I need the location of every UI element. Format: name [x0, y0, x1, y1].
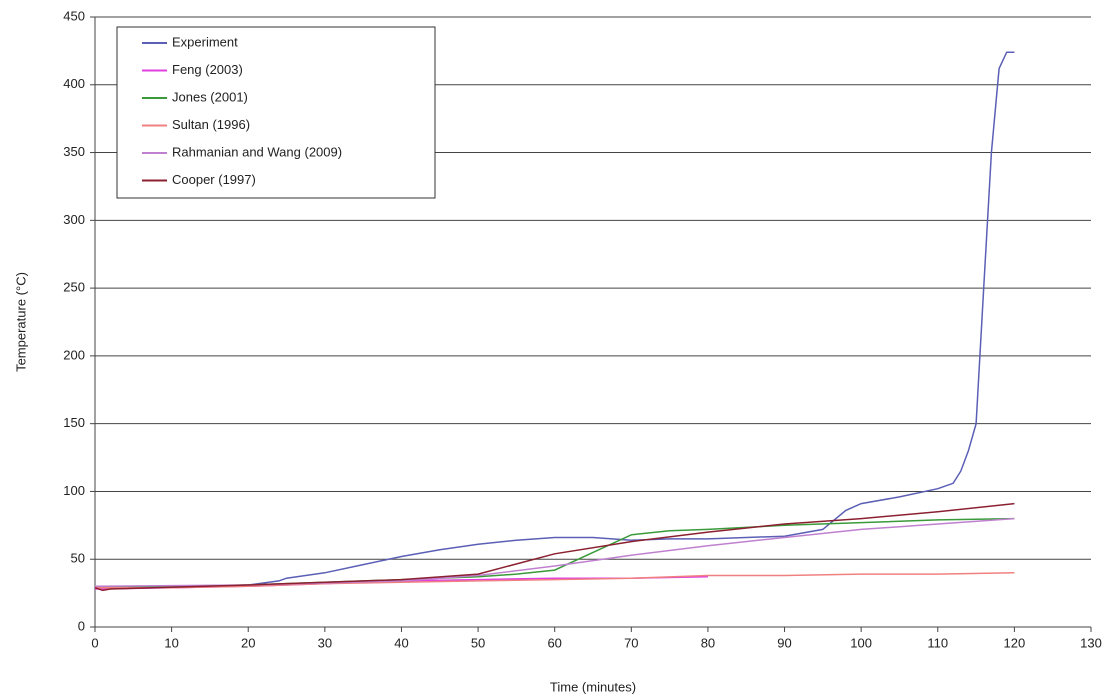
series-line — [95, 519, 1014, 587]
x-tick-label: 0 — [91, 635, 98, 650]
y-tick-label: 100 — [63, 483, 85, 498]
legend-label: Feng (2003) — [172, 62, 243, 77]
legend-label: Rahmanian and Wang (2009) — [172, 144, 342, 159]
chart: Time (minutes) Temperature (°C) 05010015… — [0, 0, 1112, 698]
x-tick-label: 10 — [164, 635, 178, 650]
y-tick-label: 150 — [63, 415, 85, 430]
y-axis-title: Temperature (°C) — [13, 272, 28, 372]
y-tick-label: 450 — [63, 8, 85, 23]
legend-label: Experiment — [172, 34, 238, 49]
x-tick-label: 20 — [241, 635, 255, 650]
y-tick-label: 200 — [63, 347, 85, 362]
legend-label: Cooper (1997) — [172, 172, 256, 187]
y-tick-label: 350 — [63, 144, 85, 159]
y-tick-label: 300 — [63, 212, 85, 227]
x-tick-label: 120 — [1004, 635, 1026, 650]
y-tick-label: 50 — [71, 551, 85, 566]
x-tick-label: 130 — [1080, 635, 1102, 650]
x-tick-label: 80 — [701, 635, 715, 650]
x-axis-title: Time (minutes) — [550, 679, 636, 694]
x-tick-label: 30 — [318, 635, 332, 650]
x-tick-label: 40 — [394, 635, 408, 650]
x-tick-label: 100 — [850, 635, 872, 650]
legend-label: Sultan (1996) — [172, 117, 250, 132]
x-tick-label: 70 — [624, 635, 638, 650]
x-tick-label: 110 — [927, 635, 948, 650]
series-line — [95, 504, 1014, 591]
x-tick-label: 90 — [777, 635, 791, 650]
x-tick-label: 60 — [547, 635, 561, 650]
y-tick-label: 250 — [63, 280, 85, 295]
legend-box — [117, 27, 435, 198]
legend-label: Jones (2001) — [172, 89, 248, 104]
x-tick-label: 50 — [471, 635, 485, 650]
y-tick-label: 400 — [63, 76, 85, 91]
y-tick-label: 0 — [78, 618, 85, 633]
